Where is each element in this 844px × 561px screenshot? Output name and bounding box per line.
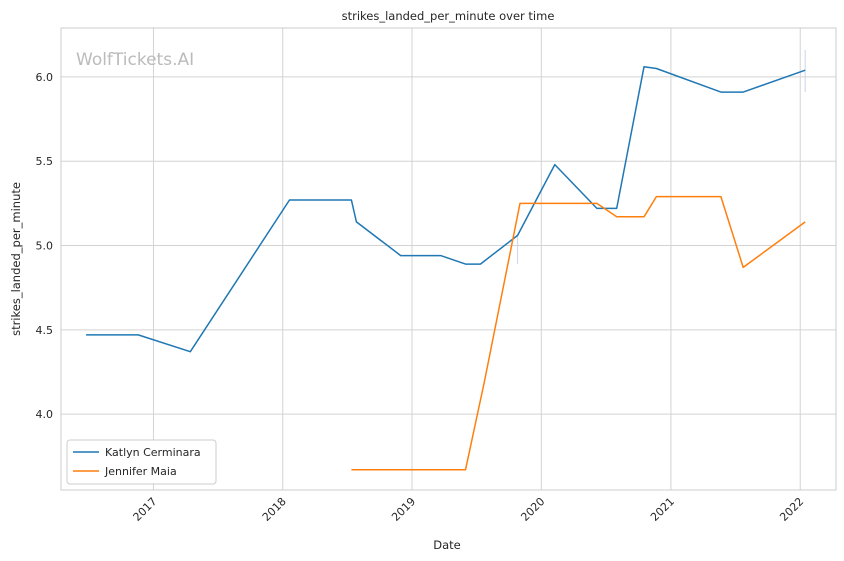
legend-box (66, 439, 217, 485)
chart-title: strikes_landed_per_minute over time (342, 9, 555, 23)
y-axis-label: strikes_landed_per_minute (9, 182, 23, 336)
y-tick-label: 6.0 (36, 71, 54, 84)
legend-label: Jennifer Maia (104, 465, 177, 478)
x-axis-label: Date (433, 538, 461, 552)
legend: Katlyn Cerminara Jennifer Maia (66, 439, 217, 485)
y-tick-label: 5.0 (36, 240, 54, 253)
y-tick-label: 4.5 (36, 324, 54, 337)
y-tick-label: 4.0 (36, 408, 54, 421)
plot-frame (60, 27, 837, 491)
y-axis-ticks: 4.0 4.5 5.0 5.5 6.0 (36, 71, 54, 421)
series-line-2 (351, 195, 806, 471)
grid (61, 28, 836, 490)
watermark: WolfTickets.AI (76, 50, 194, 70)
series-layer (86, 49, 806, 471)
legend-label: Katlyn Cerminara (105, 446, 201, 459)
series-line-1 (86, 66, 806, 353)
y-tick-label: 5.5 (36, 155, 54, 168)
